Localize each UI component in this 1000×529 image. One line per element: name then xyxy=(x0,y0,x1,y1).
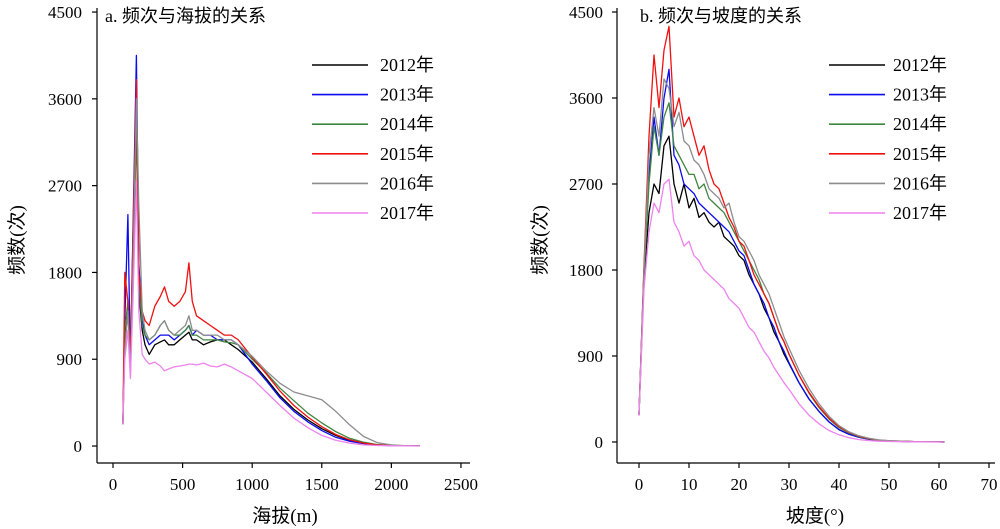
series-line-2017 xyxy=(122,180,420,447)
y-axis-label: 频数(次) xyxy=(529,205,551,275)
legend-label: 2012年 xyxy=(893,55,947,75)
x-tick-label: 1000 xyxy=(235,475,269,494)
legend-label: 2014年 xyxy=(380,114,434,134)
legend-label: 2013年 xyxy=(893,85,947,105)
series-line-2015 xyxy=(122,78,420,447)
series-line-2016 xyxy=(638,78,945,443)
y-tick-label: 900 xyxy=(57,350,83,369)
series-line-2016 xyxy=(122,98,420,447)
x-tick-label: 0 xyxy=(635,475,644,494)
y-axis-label: 频数(次) xyxy=(6,205,28,275)
x-tick-label: 60 xyxy=(931,475,948,494)
y-tick-label: 2700 xyxy=(48,177,82,196)
x-tick-label: 20 xyxy=(731,475,748,494)
y-tick-label: 0 xyxy=(595,433,604,452)
x-tick-label: 30 xyxy=(781,475,798,494)
legend-label: 2016年 xyxy=(893,173,947,193)
legend-item-2015: 2015年 xyxy=(312,144,434,164)
x-tick-label: 40 xyxy=(831,475,848,494)
legend-item-2014: 2014年 xyxy=(312,114,434,134)
y-tick-label: 3600 xyxy=(48,90,82,109)
y-tick-label: 2700 xyxy=(569,175,603,194)
x-axis-label: 坡度(°) xyxy=(786,505,844,527)
x-tick-label: 2000 xyxy=(374,475,408,494)
x-tick-label: 1500 xyxy=(305,475,339,494)
series-line-2017 xyxy=(638,178,945,443)
chart-title: b. 频次与坡度的关系 xyxy=(640,6,802,26)
y-tick-label: 4500 xyxy=(569,3,603,22)
x-axis-label: 海拔(m) xyxy=(252,505,317,527)
legend: 2012年 2013年 2014年 2015年 2016年 2017年 xyxy=(312,55,434,223)
y-tick-label: 1800 xyxy=(48,263,82,282)
legend-item-2016: 2016年 xyxy=(312,173,434,193)
y-tick-label: 0 xyxy=(74,437,83,456)
legend-item-2015: 2015年 xyxy=(829,144,947,164)
legend-label: 2016年 xyxy=(380,173,434,193)
chart-panel-a: a. 频次与海拔的关系 海拔(m) 频数(次) 0 900 1800 2700 3600… xyxy=(6,3,478,527)
x-tick-label: 0 xyxy=(109,475,118,494)
y-tick-label: 1800 xyxy=(569,261,603,280)
x-tick-label: 2500 xyxy=(444,475,478,494)
legend-item-2013: 2013年 xyxy=(829,85,947,105)
legend-item-2013: 2013年 xyxy=(312,85,434,105)
legend-label: 2015年 xyxy=(893,144,947,164)
y-tick-label: 3600 xyxy=(569,89,603,108)
series-line-2013 xyxy=(122,54,420,447)
x-tick-label: 50 xyxy=(881,475,898,494)
x-tick-label: 10 xyxy=(681,475,698,494)
legend-item-2014: 2014年 xyxy=(829,114,947,134)
chart-panel-b: b. 频次与坡度的关系 坡度(°) 频数(次) 0 900 1800 2700 3600… xyxy=(529,3,998,527)
legend: 2012年 2013年 2014年 2015年 2016年 2017年 xyxy=(829,55,947,223)
legend-item-2016: 2016年 xyxy=(829,173,947,193)
series-line-2013 xyxy=(638,68,945,443)
legend-label: 2013年 xyxy=(380,85,434,105)
legend-item-2017: 2017年 xyxy=(312,203,434,223)
legend-label: 2017年 xyxy=(893,203,947,223)
legend-item-2012: 2012年 xyxy=(829,55,947,75)
legend-label: 2014年 xyxy=(893,114,947,134)
legend-item-2017: 2017年 xyxy=(829,203,947,223)
series-line-2014 xyxy=(122,127,420,447)
chart-title: a. 频次与海拔的关系 xyxy=(105,6,266,26)
x-tick-label: 70 xyxy=(981,475,998,494)
x-tick-label: 500 xyxy=(170,475,196,494)
legend-label: 2017年 xyxy=(380,203,434,223)
legend-label: 2012年 xyxy=(380,55,434,75)
legend-label: 2015年 xyxy=(380,144,434,164)
y-tick-label: 4500 xyxy=(48,3,82,22)
y-tick-label: 900 xyxy=(578,347,604,366)
legend-item-2012: 2012年 xyxy=(312,55,434,75)
